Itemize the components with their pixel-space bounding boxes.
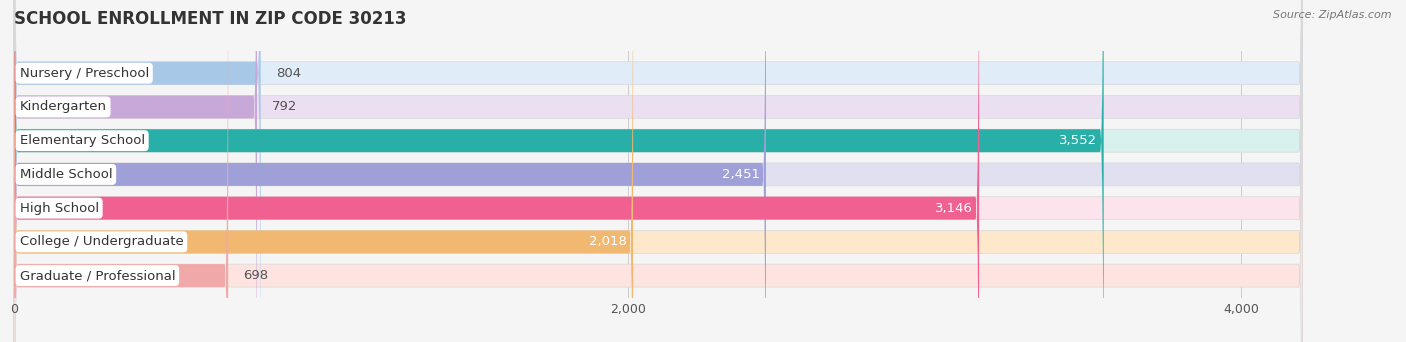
Text: 2,451: 2,451: [721, 168, 759, 181]
Text: 792: 792: [273, 101, 298, 114]
FancyBboxPatch shape: [14, 0, 1302, 342]
Text: Kindergarten: Kindergarten: [20, 101, 107, 114]
Text: 3,146: 3,146: [935, 202, 973, 215]
FancyBboxPatch shape: [14, 0, 1302, 342]
FancyBboxPatch shape: [14, 0, 1302, 342]
FancyBboxPatch shape: [14, 0, 1302, 342]
Text: 2,018: 2,018: [589, 235, 627, 248]
FancyBboxPatch shape: [14, 0, 260, 342]
Text: Nursery / Preschool: Nursery / Preschool: [20, 67, 149, 80]
FancyBboxPatch shape: [14, 0, 1302, 342]
Text: College / Undergraduate: College / Undergraduate: [20, 235, 183, 248]
Text: Elementary School: Elementary School: [20, 134, 145, 147]
Text: Source: ZipAtlas.com: Source: ZipAtlas.com: [1274, 10, 1392, 20]
FancyBboxPatch shape: [14, 0, 633, 342]
Text: High School: High School: [20, 202, 98, 215]
FancyBboxPatch shape: [14, 0, 979, 342]
Text: SCHOOL ENROLLMENT IN ZIP CODE 30213: SCHOOL ENROLLMENT IN ZIP CODE 30213: [14, 10, 406, 28]
Text: 804: 804: [276, 67, 301, 80]
FancyBboxPatch shape: [14, 0, 766, 342]
FancyBboxPatch shape: [14, 0, 1302, 342]
Text: Middle School: Middle School: [20, 168, 112, 181]
FancyBboxPatch shape: [14, 0, 257, 342]
FancyBboxPatch shape: [14, 0, 1302, 342]
Text: 3,552: 3,552: [1060, 134, 1098, 147]
Text: Graduate / Professional: Graduate / Professional: [20, 269, 176, 282]
Text: 698: 698: [243, 269, 269, 282]
FancyBboxPatch shape: [14, 0, 1104, 342]
FancyBboxPatch shape: [14, 0, 228, 342]
